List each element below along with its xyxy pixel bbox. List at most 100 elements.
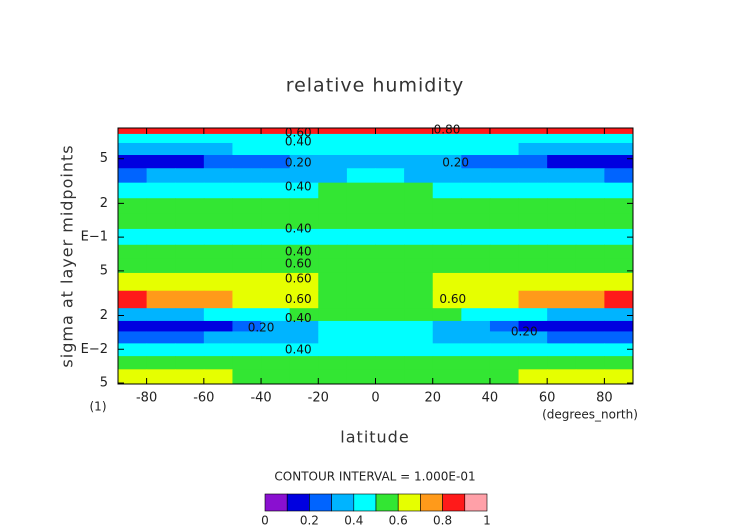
- cell: [604, 155, 634, 169]
- cell: [232, 244, 262, 260]
- cell: [289, 369, 319, 385]
- cell: [146, 356, 176, 370]
- cell: [404, 258, 434, 274]
- cell: [346, 155, 376, 169]
- cell: [404, 155, 434, 169]
- x-tick-label: -60: [193, 391, 214, 406]
- cell: [461, 369, 491, 385]
- cell: [547, 155, 577, 169]
- cell: [547, 369, 577, 385]
- x-tick-label: 0: [371, 391, 379, 406]
- cell: [375, 213, 405, 230]
- cell: [375, 228, 405, 246]
- cell: [404, 128, 434, 135]
- cell: [547, 244, 577, 260]
- cell: [203, 228, 233, 246]
- cell: [289, 331, 319, 344]
- contour-interval: CONTOUR INTERVAL = 1.000E-01: [274, 470, 475, 484]
- cell: [604, 182, 634, 199]
- y-tick-label: 5: [100, 263, 108, 278]
- y-tick-label: E−2: [81, 342, 108, 357]
- colorbar-swatch: [331, 493, 355, 512]
- cell: [118, 272, 148, 292]
- cell: [261, 228, 291, 246]
- cell: [404, 331, 434, 344]
- cell: [432, 244, 462, 260]
- cell: [432, 320, 462, 332]
- cell: [346, 228, 376, 246]
- x-tick-label: 80: [596, 391, 613, 406]
- cell: [175, 198, 205, 214]
- cell: [289, 356, 319, 370]
- cell: [261, 258, 291, 274]
- cell: [289, 198, 319, 214]
- cell: [547, 308, 577, 322]
- x-tick-label: 20: [424, 391, 441, 406]
- cell: [118, 331, 148, 344]
- cell: [461, 213, 491, 230]
- cell: [575, 244, 605, 260]
- cell: [489, 213, 520, 230]
- cell: [232, 198, 262, 214]
- cell: [346, 343, 376, 357]
- cell: [375, 369, 405, 385]
- cell: [461, 272, 491, 292]
- cell: [175, 128, 205, 135]
- corner-label: (1): [90, 400, 107, 414]
- cell: [518, 133, 548, 144]
- cell: [575, 142, 605, 156]
- cell: [289, 128, 319, 135]
- cell: [346, 213, 376, 230]
- cell: [575, 133, 605, 144]
- cell: [461, 198, 491, 214]
- contour-label: 0.20: [285, 156, 312, 170]
- contour-label: 0.20: [511, 325, 538, 339]
- cell: [489, 182, 520, 199]
- cell: [604, 228, 634, 246]
- cell: [461, 133, 491, 144]
- cell: [261, 198, 291, 214]
- cell: [489, 331, 520, 344]
- cell: [518, 182, 548, 199]
- cell: [146, 244, 176, 260]
- cell: [375, 290, 405, 309]
- cell: [118, 133, 148, 144]
- cell: [232, 168, 262, 184]
- cell: [575, 343, 605, 357]
- y-tick-label: 2: [100, 196, 108, 211]
- cell: [518, 308, 548, 322]
- cell: [318, 343, 348, 357]
- cell: [146, 258, 176, 274]
- cell: [575, 228, 605, 246]
- cell: [232, 320, 262, 332]
- contour-label: 0.60: [285, 272, 312, 286]
- cell: [261, 331, 291, 344]
- cell: [547, 142, 577, 156]
- cell: [318, 258, 348, 274]
- cell: [289, 228, 319, 246]
- cell: [432, 308, 462, 322]
- cell: [118, 182, 148, 199]
- cell: [146, 290, 176, 309]
- cell: [175, 308, 205, 322]
- cell: [575, 369, 605, 385]
- contour-label: 0.40: [285, 245, 312, 259]
- cell: [461, 320, 491, 332]
- cell: [489, 272, 520, 292]
- cell: [346, 182, 376, 199]
- cell: [318, 290, 348, 309]
- cell: [261, 272, 291, 292]
- cell: [289, 343, 319, 357]
- cell: [404, 213, 434, 230]
- cell: [547, 128, 577, 135]
- cell: [461, 155, 491, 169]
- cell: [346, 369, 376, 385]
- cell: [318, 244, 348, 260]
- cell: [432, 168, 462, 184]
- cell: [318, 331, 348, 344]
- cell: [461, 128, 491, 135]
- cell: [175, 142, 205, 156]
- cell: [118, 369, 148, 385]
- chart-title: relative humidity: [286, 75, 465, 97]
- cell: [432, 290, 462, 309]
